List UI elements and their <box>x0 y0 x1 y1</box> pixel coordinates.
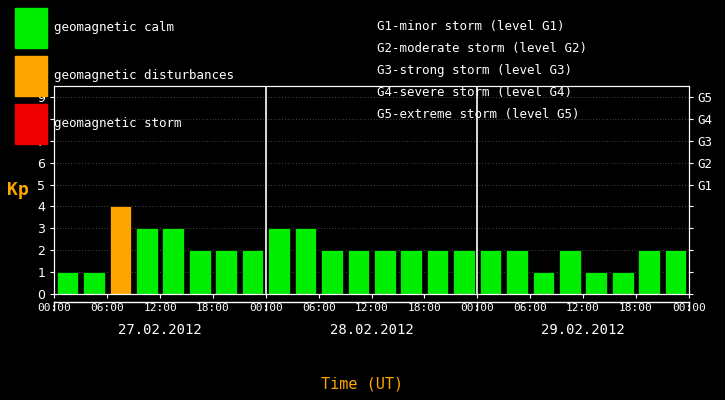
Text: geomagnetic disturbances: geomagnetic disturbances <box>54 70 234 82</box>
Text: 28.02.2012: 28.02.2012 <box>330 323 413 337</box>
Text: 27.02.2012: 27.02.2012 <box>118 323 202 337</box>
Text: G2-moderate storm (level G2): G2-moderate storm (level G2) <box>377 42 587 55</box>
Bar <box>453 250 475 294</box>
Bar <box>612 272 634 294</box>
Bar <box>83 272 105 294</box>
Bar <box>189 250 210 294</box>
Bar <box>427 250 449 294</box>
Bar <box>347 250 369 294</box>
Bar <box>374 250 396 294</box>
Bar <box>506 250 528 294</box>
Bar <box>480 250 502 294</box>
Bar <box>559 250 581 294</box>
Bar <box>665 250 687 294</box>
Bar <box>109 206 131 294</box>
Text: Kp: Kp <box>7 181 29 199</box>
Bar <box>136 228 158 294</box>
Bar <box>268 228 290 294</box>
Bar <box>533 272 554 294</box>
Text: Time (UT): Time (UT) <box>321 376 404 392</box>
Bar <box>585 272 607 294</box>
Text: 29.02.2012: 29.02.2012 <box>541 323 625 337</box>
Bar <box>321 250 343 294</box>
Bar <box>638 250 660 294</box>
Text: geomagnetic calm: geomagnetic calm <box>54 22 175 34</box>
Bar <box>241 250 263 294</box>
Bar <box>215 250 237 294</box>
Bar <box>294 228 316 294</box>
Text: G1-minor storm (level G1): G1-minor storm (level G1) <box>377 20 565 33</box>
Bar <box>400 250 422 294</box>
Text: geomagnetic storm: geomagnetic storm <box>54 118 182 130</box>
Text: G4-severe storm (level G4): G4-severe storm (level G4) <box>377 86 572 99</box>
Text: G5-extreme storm (level G5): G5-extreme storm (level G5) <box>377 108 579 121</box>
Text: G3-strong storm (level G3): G3-strong storm (level G3) <box>377 64 572 77</box>
Bar <box>162 228 184 294</box>
Bar <box>57 272 78 294</box>
